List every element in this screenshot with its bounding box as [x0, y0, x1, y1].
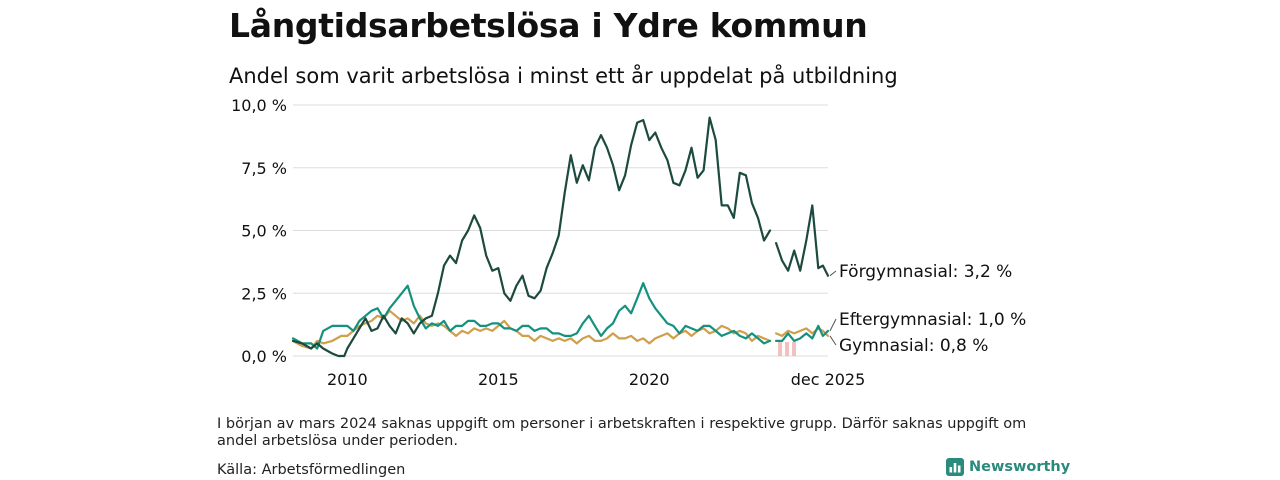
- y-tick-label: 10,0 %: [231, 96, 287, 115]
- series-line-förgymnasial: [291, 116, 830, 358]
- series-end-labels: Förgymnasial: 3,2 % Eftergymnasial: 1,0 %…: [829, 262, 1026, 356]
- y-axis-ticks: 0,0 % 2,5 % 5,0 % 7,5 % 10,0 %: [231, 96, 287, 366]
- brand-name: Newsworthy: [969, 459, 1071, 475]
- y-tick-label: 2,5 %: [241, 284, 287, 303]
- label-leader-line: [829, 270, 837, 277]
- missing-data-marker: [792, 342, 797, 356]
- series-lines: [291, 116, 830, 358]
- chart-title: Långtidsarbetslösa i Ydre kommun: [229, 6, 868, 45]
- x-tick-label: 2010: [327, 370, 368, 389]
- y-tick-label: 0,0 %: [241, 347, 287, 366]
- y-tick-label: 7,5 %: [241, 159, 287, 178]
- series-end-label: Förgymnasial: 3,2 %: [839, 262, 1012, 282]
- series-end-label: Eftergymnasial: 1,0 %: [839, 310, 1026, 330]
- x-tick-label: 2015: [478, 370, 519, 389]
- brand-logo[interactable]: Newsworthy: [946, 458, 1070, 476]
- chart-logo-icon: [946, 458, 964, 476]
- x-tick-label: 2020: [629, 370, 670, 389]
- y-tick-label: 5,0 %: [241, 222, 287, 241]
- line-chart: 0,0 % 2,5 % 5,0 % 7,5 % 10,0 % 2010 2015 2020 d…: [231, 96, 1026, 389]
- missing-data-marker: [785, 342, 790, 356]
- source-text: Källa: Arbetsförmedlingen: [217, 462, 406, 478]
- x-tick-label: dec 2025: [791, 370, 866, 389]
- x-axis-ticks: 2010 2015 2020 dec 2025: [327, 370, 865, 389]
- missing-data-marker: [778, 342, 783, 356]
- label-leader-line: [829, 335, 837, 346]
- chart-subtitle: Andel som varit arbetslösa i minst ett å…: [229, 64, 898, 88]
- series-end-label: Gymnasial: 0,8 %: [839, 336, 988, 356]
- label-leader-line: [829, 318, 837, 332]
- missing-data-markers: [778, 342, 797, 356]
- chart-note: I början av mars 2024 saknas uppgift om …: [217, 416, 1027, 449]
